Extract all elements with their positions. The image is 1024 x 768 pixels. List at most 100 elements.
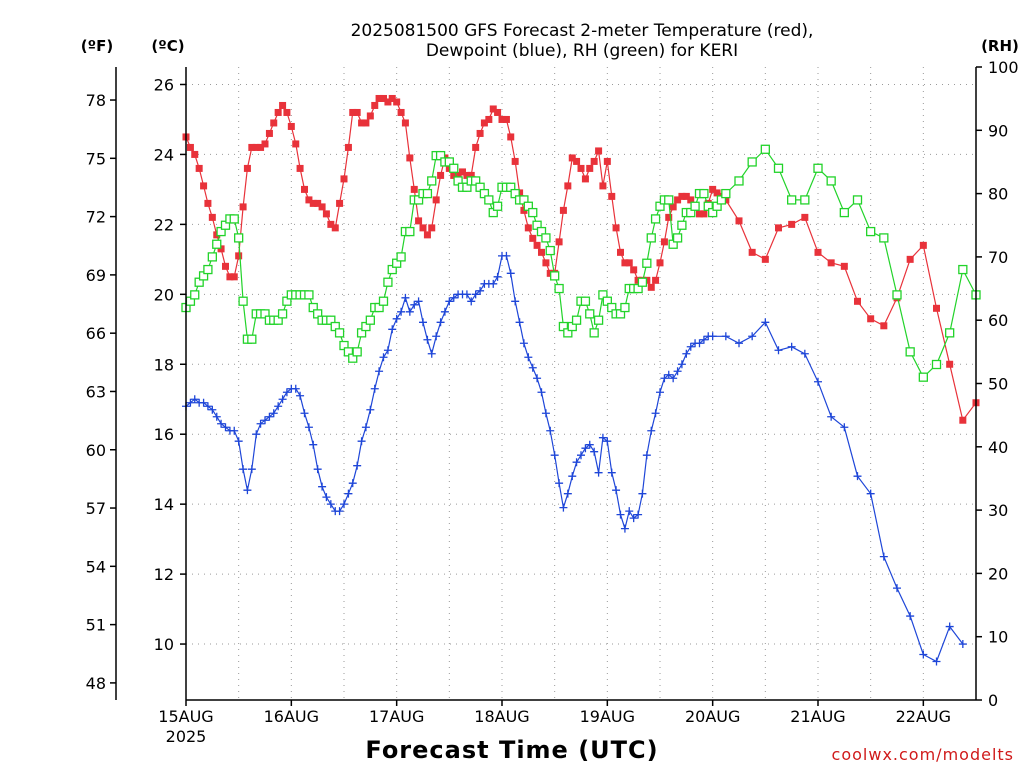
temperature-point xyxy=(595,147,603,155)
dewpoint-point xyxy=(590,447,599,456)
temperature-point xyxy=(617,248,624,256)
temperature-point xyxy=(415,217,423,225)
temperature-point xyxy=(301,185,308,193)
temperature-point xyxy=(204,199,212,207)
rh-point xyxy=(879,233,889,243)
dewpoint-point xyxy=(629,514,638,523)
temperature-point xyxy=(608,192,616,200)
temperature-point xyxy=(261,140,269,148)
temperature-point xyxy=(665,213,673,221)
dewpoint-point xyxy=(445,297,454,306)
dewpoint-point xyxy=(291,384,300,393)
dewpoint-point xyxy=(669,374,678,383)
dewpoint-point xyxy=(335,507,344,516)
temperature-point xyxy=(630,266,638,274)
temperature-point xyxy=(559,206,567,214)
temperature-point xyxy=(788,220,796,228)
temperature-point xyxy=(696,210,703,218)
x-tick-label: 18AUG xyxy=(474,707,529,726)
temperature-point xyxy=(669,203,677,211)
rh-point xyxy=(554,283,564,294)
dewpoint-point xyxy=(524,353,533,362)
dewpoint-point xyxy=(616,510,625,519)
temperature-point xyxy=(687,196,695,204)
temperature-point xyxy=(344,143,352,151)
rh-point xyxy=(580,296,591,306)
dewpoint-point xyxy=(357,437,366,446)
celsius-tick-label: 18 xyxy=(154,355,174,374)
fahrenheit-tick-label: 78 xyxy=(86,91,106,110)
rh-point xyxy=(747,157,757,167)
dewpoint-point xyxy=(410,300,419,309)
dewpoint-point xyxy=(515,318,524,327)
dewpoint-point xyxy=(326,500,335,509)
fahrenheit-tick-label: 63 xyxy=(86,382,106,401)
temperature-point xyxy=(226,273,234,281)
fahrenheit-tick-label: 66 xyxy=(86,324,106,343)
temperature-point xyxy=(248,143,256,151)
rh-point xyxy=(787,195,797,205)
temperature-point xyxy=(603,157,611,165)
temperature-point xyxy=(476,129,484,137)
temperature-point xyxy=(573,157,581,165)
dewpoint-point xyxy=(660,374,669,383)
dewpoint-point xyxy=(563,489,572,498)
celsius-tick-label: 14 xyxy=(154,495,174,514)
temperature-point xyxy=(713,189,721,197)
dewpoint-point xyxy=(265,412,274,421)
dewpoint-point xyxy=(607,468,616,477)
temperature-point xyxy=(274,108,282,116)
rh-tick-label: 0 xyxy=(988,691,998,710)
temperature-point xyxy=(880,322,888,330)
dewpoint-point xyxy=(340,500,348,509)
temperature-point xyxy=(410,185,418,193)
rh-axis-unit: (RH) xyxy=(981,37,1019,55)
dewpoint-point xyxy=(853,472,862,481)
temperature-point xyxy=(933,304,940,312)
temperature-point xyxy=(775,224,782,232)
temperature-point xyxy=(327,220,335,228)
temperature-point xyxy=(568,154,576,162)
temperature-point xyxy=(270,119,278,127)
temperature-point xyxy=(428,224,436,232)
temperature-point xyxy=(801,213,809,221)
dewpoint-point xyxy=(761,318,770,327)
dewpoint-point xyxy=(581,444,590,453)
rh-point xyxy=(918,372,928,382)
rh-point xyxy=(427,176,437,186)
dewpoint-point xyxy=(318,482,327,491)
dewpoint-point xyxy=(462,290,471,299)
dewpoint-point xyxy=(572,458,581,467)
x-tick-label: 22AUG xyxy=(896,707,951,726)
fahrenheit-tick-label: 57 xyxy=(86,499,106,518)
rh-point xyxy=(528,207,538,218)
rh-point xyxy=(852,195,863,205)
dewpoint-point xyxy=(603,437,612,446)
fahrenheit-tick-label: 60 xyxy=(86,441,106,460)
celsius-tick-label: 10 xyxy=(154,635,174,654)
dewpoint-point xyxy=(252,430,261,439)
rh-point xyxy=(277,309,288,319)
dewpoint-point xyxy=(309,440,318,449)
rh-point xyxy=(677,220,687,230)
x-tick-label: 16AUG xyxy=(264,707,319,726)
dewpoint-point xyxy=(269,409,278,418)
rh-point xyxy=(405,226,415,237)
dewpoint-point xyxy=(555,479,564,488)
dewpoint-point xyxy=(274,402,283,411)
dewpoint-point xyxy=(708,332,717,341)
dewpoint-point xyxy=(528,363,537,372)
rh-point xyxy=(839,207,849,218)
temperature-point xyxy=(735,217,743,225)
celsius-axis-unit: (ºC) xyxy=(151,37,184,55)
rh-point xyxy=(383,277,393,287)
rh-point xyxy=(958,264,968,275)
dewpoint-point xyxy=(506,269,515,278)
dewpoint-point xyxy=(476,286,485,295)
rh-point xyxy=(541,233,551,243)
dewpoint-point xyxy=(945,622,954,631)
rh-point xyxy=(593,315,604,325)
rh-point xyxy=(637,277,648,287)
rh-point xyxy=(207,252,217,262)
temperature-point xyxy=(349,108,357,116)
